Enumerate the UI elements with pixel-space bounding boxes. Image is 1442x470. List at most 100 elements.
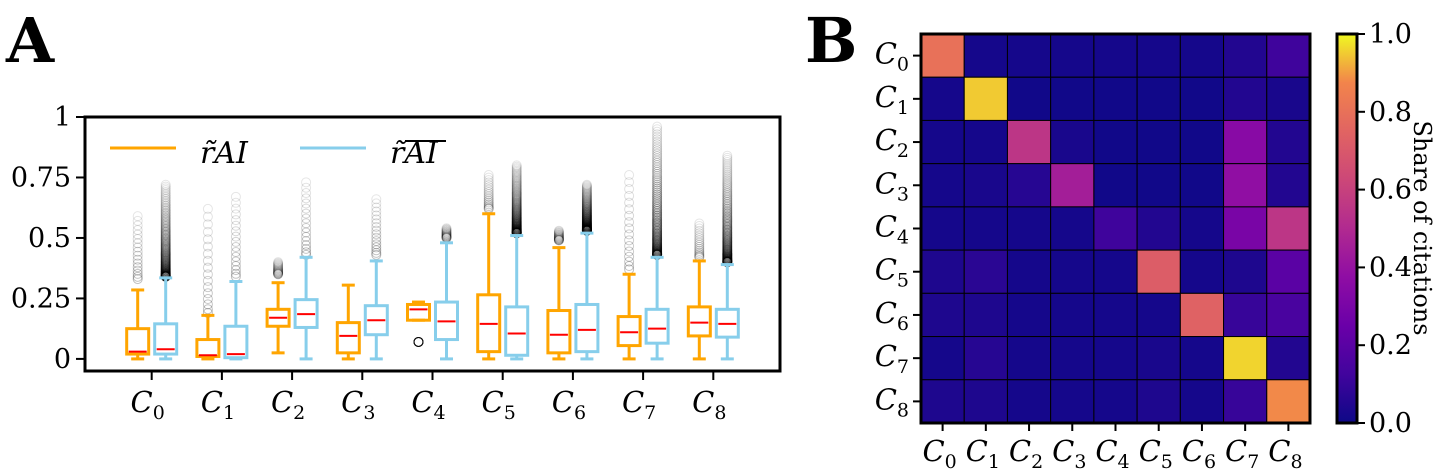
outlier-point <box>722 150 733 161</box>
outlier-point <box>581 212 592 223</box>
outlier-point <box>652 139 663 150</box>
outlier-point <box>581 215 592 226</box>
heatmap-cell-C1-C6 <box>1179 76 1225 121</box>
heatmap-cell-C3-C1 <box>963 163 1008 208</box>
outlier-point <box>301 213 312 224</box>
outlier-point <box>511 164 522 175</box>
outlier-point <box>652 234 663 245</box>
heatmap-cell-C4-C2 <box>1006 206 1052 251</box>
heatmap-cell-C6-C7 <box>1223 292 1268 338</box>
outlier-point <box>160 243 171 254</box>
outlier-point <box>230 226 241 237</box>
outlier-point <box>413 336 424 347</box>
outlier-point <box>581 179 592 190</box>
outlier-point <box>160 221 171 232</box>
heatmap-cell-C3-C0 <box>920 163 965 208</box>
outlier-point <box>652 151 663 162</box>
outlier-point <box>132 250 143 261</box>
outlier-point <box>652 232 663 243</box>
outlier-point <box>581 221 592 232</box>
outlier-point <box>553 234 564 245</box>
outlier-point <box>301 227 312 238</box>
outlier-point <box>273 263 284 274</box>
box-nonai-C4 <box>434 223 459 361</box>
outlier-point <box>273 264 284 275</box>
outlier-point <box>511 209 522 220</box>
outlier-point <box>230 256 241 267</box>
heatmap-row-label-C1: C1 <box>875 80 909 119</box>
heatmap-cell-C5-C6 <box>1179 249 1225 294</box>
heatmap-cell-C0-C5 <box>1136 33 1181 78</box>
outlier-point <box>581 213 592 224</box>
outlier-point <box>624 235 635 246</box>
outlier-point <box>652 173 663 184</box>
outlier-point <box>511 203 522 214</box>
outlier-point <box>511 220 522 231</box>
outlier-point <box>722 186 733 197</box>
outlier-point <box>581 218 592 229</box>
outlier-point <box>511 173 522 184</box>
outlier-point <box>722 242 733 253</box>
outlier-point <box>722 233 733 244</box>
outlier-point <box>511 210 522 221</box>
outlier-point <box>132 211 143 222</box>
heatmap-cell-C2-C7 <box>1223 119 1268 165</box>
outlier-point <box>694 225 705 236</box>
outlier-point <box>694 230 705 241</box>
outlier-point <box>581 195 592 206</box>
outlier-point <box>722 240 733 251</box>
outlier-point <box>371 198 382 209</box>
outlier-point <box>624 246 635 257</box>
y-tick-label: 0.5 <box>28 223 71 254</box>
colorbar-label: Share of citations <box>1408 120 1436 335</box>
colorbar-tick-label: 0.2 <box>1369 330 1412 361</box>
heatmap-cell-C2-C8 <box>1266 119 1311 165</box>
outlier-point <box>624 170 635 181</box>
outlier-point <box>694 245 705 256</box>
outlier-point <box>722 230 733 241</box>
outlier-point <box>273 260 284 271</box>
outlier-point <box>694 235 705 246</box>
box-nonai-C5 <box>504 160 530 361</box>
outlier-point <box>652 143 663 154</box>
heatmap-cell-C2-C5 <box>1136 119 1181 165</box>
outlier-point <box>441 225 452 236</box>
outlier-point <box>132 268 143 279</box>
outlier-point <box>652 121 663 132</box>
box-iqr <box>644 307 670 345</box>
outlier-point <box>652 166 663 177</box>
outlier-point <box>413 336 424 347</box>
outlier-point <box>371 236 382 247</box>
outlier-point <box>301 208 312 219</box>
heatmap-row-label-C8: C8 <box>875 382 909 421</box>
outlier-point <box>581 216 592 227</box>
outlier-point <box>371 249 382 260</box>
heatmap-cell-C6-C1 <box>963 292 1008 338</box>
heatmap-row-label-C5: C5 <box>875 253 909 292</box>
outlier-point <box>581 220 592 231</box>
outlier-point <box>694 247 705 258</box>
outlier-point <box>413 336 424 347</box>
outlier-point <box>483 186 494 197</box>
panel-b-label: B <box>805 4 857 77</box>
outlier-point <box>722 159 733 170</box>
outlier-point <box>722 224 733 235</box>
outlier-point <box>722 217 733 228</box>
outlier-point <box>441 226 452 237</box>
heatmap-row-label-C2: C2 <box>875 123 909 162</box>
outlier-point <box>441 228 452 239</box>
outlier-point <box>652 162 663 173</box>
outlier-point <box>511 200 522 211</box>
box-ai-C0 <box>125 211 151 361</box>
box-nonai-C1 <box>223 191 249 361</box>
outlier-point <box>722 196 733 207</box>
heatmap-cell-C0-C7 <box>1223 33 1268 78</box>
heatmap-cell-C7-C8 <box>1266 336 1311 381</box>
outlier-point <box>652 243 663 254</box>
heatmap-row-label-C4: C4 <box>875 210 909 249</box>
outlier-point <box>371 239 382 250</box>
outlier-point <box>160 226 171 237</box>
outlier-point <box>722 248 733 259</box>
outlier-point <box>230 215 241 226</box>
outlier-point <box>652 177 663 188</box>
